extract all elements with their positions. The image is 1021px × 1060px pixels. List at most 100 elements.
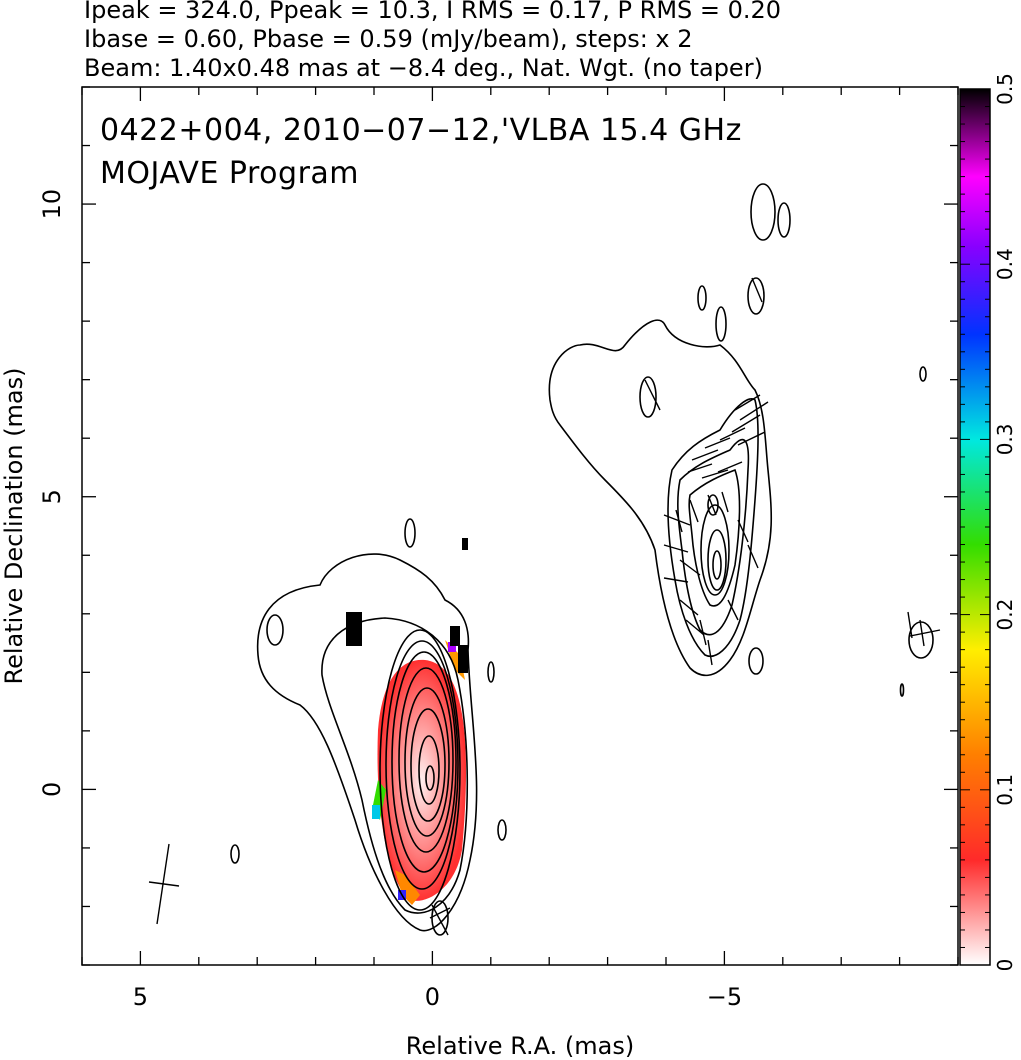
evpa-vector bbox=[731, 414, 761, 433]
contour-jet-4 bbox=[688, 468, 741, 607]
evpa-vector bbox=[429, 907, 451, 919]
evpa-vector bbox=[909, 629, 941, 637]
evpa-vector bbox=[721, 491, 729, 513]
axis-ticks bbox=[81, 86, 959, 966]
contour-blob-nw-2 bbox=[777, 202, 791, 238]
evpa-vector bbox=[663, 544, 689, 553]
pol-fill-core bbox=[377, 659, 467, 901]
colorbar-tick-label: 0.5 bbox=[993, 73, 1017, 105]
contour-core-2 bbox=[321, 617, 469, 914]
contour-blob-east-core bbox=[487, 661, 495, 683]
contour-blob-south-2 bbox=[431, 900, 449, 936]
stokes-i-contours-jet bbox=[548, 183, 934, 697]
contour-core-8 bbox=[410, 708, 446, 822]
contour-blob-nw-5 bbox=[715, 306, 727, 342]
contour-blob-w-1 bbox=[748, 647, 764, 675]
evpa-vector bbox=[663, 514, 691, 526]
evpa-vector bbox=[699, 619, 707, 646]
contour-jet-7 bbox=[712, 550, 722, 580]
y-tick-label: 10 bbox=[38, 189, 66, 220]
evpa-vector bbox=[737, 431, 766, 446]
colorbar-tick-label: 0.1 bbox=[993, 774, 1017, 806]
evpa-vector bbox=[691, 449, 719, 461]
plot-title-line-2: MOJAVE Program bbox=[100, 156, 359, 191]
y-axis-label: Relative Declination (mas) bbox=[0, 367, 28, 684]
header-line-3: Beam: 1.40x0.48 mas at −8.4 deg., Nat. W… bbox=[84, 54, 763, 82]
colorbar-tick-labels: 0 0.1 0.2 0.3 0.4 0.5 bbox=[993, 73, 1017, 971]
pol-black-2 bbox=[450, 626, 460, 646]
contour-blob-nw-6 bbox=[639, 376, 657, 418]
evpa-vector bbox=[644, 379, 661, 411]
contour-blob-nw-4 bbox=[697, 285, 707, 311]
header-line-2: Ibase = 0.60, Pbase = 0.59 (mJy/beam), s… bbox=[84, 25, 693, 53]
x-tick-label: 5 bbox=[133, 983, 148, 1011]
evpa-vector bbox=[701, 469, 729, 479]
contour-jet-knot bbox=[707, 494, 719, 516]
pol-edge-cyan bbox=[372, 805, 380, 819]
stokes-i-contours-core bbox=[230, 518, 507, 936]
contour-jet-outer bbox=[548, 319, 773, 677]
contour-core-6 bbox=[398, 667, 454, 853]
x-tick-label: 0 bbox=[425, 983, 440, 1011]
evpa-vector bbox=[737, 519, 749, 543]
evpa-vector bbox=[689, 499, 699, 523]
pol-edge-violet bbox=[448, 642, 456, 652]
y-tick-label: 5 bbox=[38, 489, 66, 504]
evpa-vector bbox=[751, 277, 763, 303]
evpa-vector bbox=[679, 599, 699, 616]
evpa-vector bbox=[685, 619, 705, 636]
contour-blob-nw-1 bbox=[750, 183, 776, 241]
evpa-vector bbox=[727, 599, 739, 621]
plot-area bbox=[148, 183, 941, 936]
evpa-vector bbox=[734, 394, 761, 411]
contour-core-outer bbox=[256, 553, 478, 932]
contour-jet-6 bbox=[707, 529, 727, 591]
plot-frame bbox=[81, 86, 959, 966]
evpa-vector bbox=[719, 427, 746, 441]
contour-core-7 bbox=[404, 687, 450, 837]
contour-blob-nw-3 bbox=[747, 277, 765, 315]
evpa-vector bbox=[717, 461, 743, 473]
contour-core-10 bbox=[425, 765, 435, 791]
contour-core-4 bbox=[385, 640, 459, 890]
evpa-vector bbox=[707, 494, 717, 516]
colorbar-tick-label: 0.4 bbox=[993, 248, 1017, 280]
pol-edge-south bbox=[395, 870, 420, 905]
contour-blob-far-w-1 bbox=[919, 366, 927, 382]
polarization-map bbox=[346, 538, 468, 905]
colorbar-tick-label: 0 bbox=[993, 959, 1017, 972]
evpa-vector bbox=[707, 639, 713, 666]
pol-black-3 bbox=[458, 645, 468, 673]
contour-blob-w-2 bbox=[899, 683, 905, 697]
axis-tick-labels: 5 0 −5 0 5 10 bbox=[38, 189, 742, 1011]
beam-marker bbox=[148, 843, 180, 925]
y-tick-label: 0 bbox=[38, 782, 66, 797]
evpa-vector bbox=[663, 577, 689, 583]
contour-blob-west-core bbox=[266, 614, 284, 646]
contour-core-3 bbox=[379, 629, 461, 911]
colorbar-tick-label: 0.3 bbox=[993, 423, 1017, 455]
evpa-vector bbox=[747, 544, 759, 569]
x-tick-label: −5 bbox=[707, 983, 742, 1011]
x-axis-label: Relative R.A. (mas) bbox=[406, 1032, 634, 1060]
colorbar-ticks bbox=[960, 88, 990, 966]
contour-blob-south-3 bbox=[230, 844, 240, 864]
evpa-vectors bbox=[429, 277, 941, 936]
pol-black-1 bbox=[346, 612, 362, 646]
contour-core-5 bbox=[391, 651, 457, 873]
pol-black-4 bbox=[462, 538, 468, 550]
beam-minor-axis bbox=[148, 881, 180, 887]
evpa-vector bbox=[431, 904, 449, 936]
evpa-vector bbox=[687, 463, 713, 473]
contour-blob-south-1 bbox=[497, 819, 507, 841]
plot-title-line-1: 0422+004, 2010−07−12,'VLBA 15.4 GHz bbox=[100, 113, 742, 148]
contour-jet-5 bbox=[700, 504, 730, 596]
evpa-vector bbox=[739, 401, 769, 421]
contour-core-9 bbox=[418, 735, 440, 805]
header-line-1: Ipeak = 324.0, Ppeak = 10.3, I RMS = 0.1… bbox=[84, 0, 781, 24]
evpa-vector bbox=[704, 437, 731, 449]
evpa-vector bbox=[907, 611, 913, 639]
contour-blob-north-core bbox=[404, 518, 416, 548]
colorbar-tick-label: 0.2 bbox=[993, 599, 1017, 631]
